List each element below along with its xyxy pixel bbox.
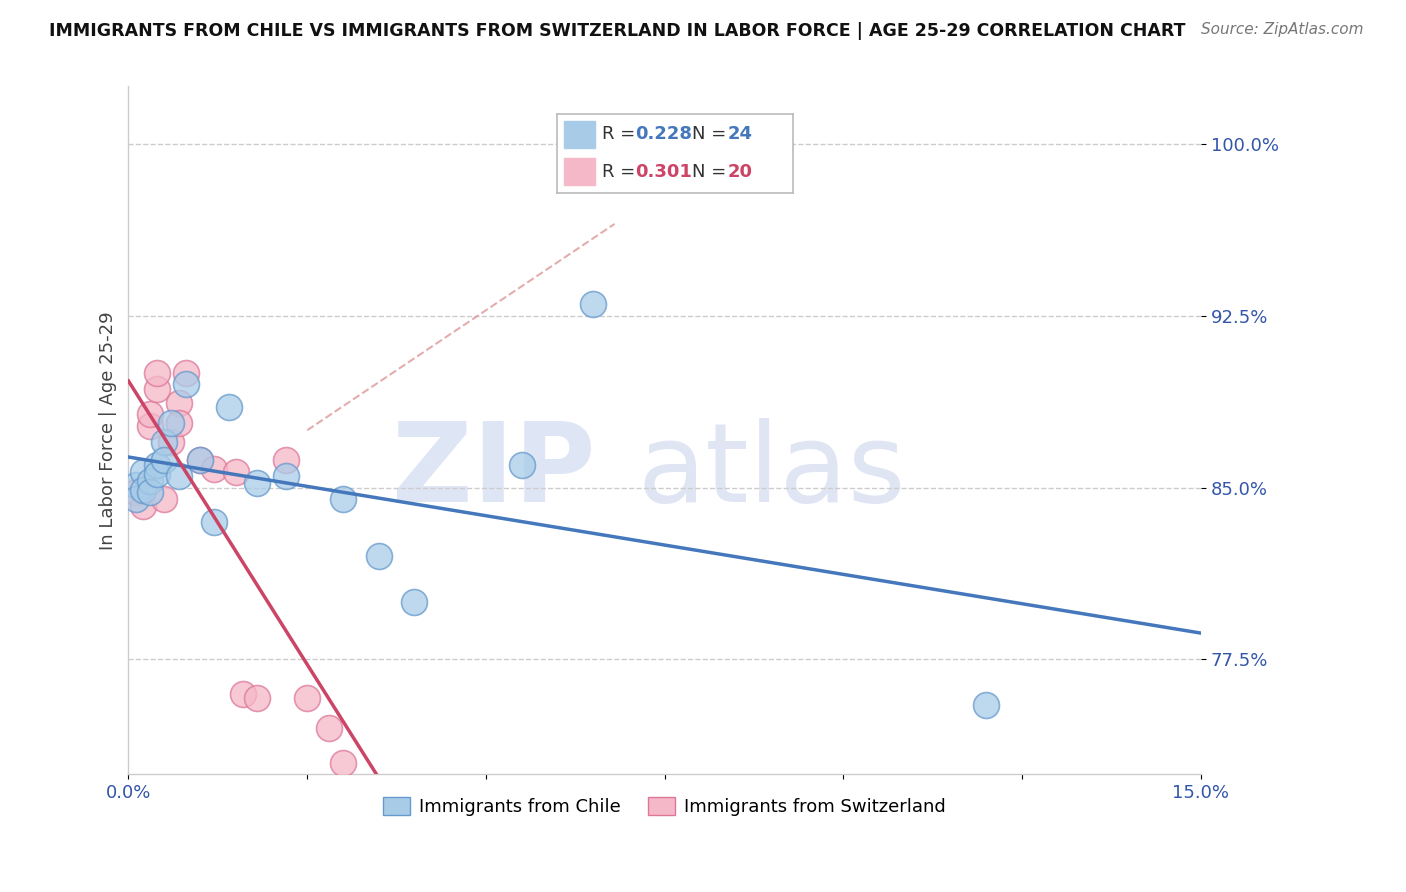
Point	[510, 458, 533, 472]
Point	[174, 366, 197, 380]
Point	[295, 691, 318, 706]
Point	[582, 297, 605, 311]
Text: ZIP: ZIP	[391, 418, 595, 525]
Point	[153, 453, 176, 467]
Point	[124, 485, 146, 500]
Point	[153, 434, 176, 449]
Point	[202, 515, 225, 529]
Point	[246, 475, 269, 490]
Point	[188, 453, 211, 467]
Point	[139, 418, 162, 433]
Point	[188, 453, 211, 467]
Point	[139, 407, 162, 421]
Point	[318, 721, 340, 735]
Point	[202, 462, 225, 476]
Point	[225, 465, 247, 479]
Y-axis label: In Labor Force | Age 25-29: In Labor Force | Age 25-29	[100, 311, 117, 549]
Point	[132, 465, 155, 479]
Point	[332, 756, 354, 770]
Point	[146, 366, 169, 380]
Point	[976, 698, 998, 713]
Point	[139, 474, 162, 488]
Text: IMMIGRANTS FROM CHILE VS IMMIGRANTS FROM SWITZERLAND IN LABOR FORCE | AGE 25-29 : IMMIGRANTS FROM CHILE VS IMMIGRANTS FROM…	[49, 22, 1185, 40]
Point	[132, 499, 155, 513]
Point	[146, 458, 169, 472]
Point	[404, 595, 426, 609]
Point	[274, 453, 297, 467]
Point	[167, 469, 190, 483]
Text: atlas: atlas	[637, 418, 905, 525]
Point	[274, 469, 297, 483]
Point	[146, 382, 169, 396]
Point	[124, 491, 146, 506]
Point	[367, 549, 389, 564]
Point	[332, 491, 354, 506]
Point	[160, 417, 183, 431]
Point	[146, 467, 169, 481]
Text: Source: ZipAtlas.com: Source: ZipAtlas.com	[1201, 22, 1364, 37]
Legend: Immigrants from Chile, Immigrants from Switzerland: Immigrants from Chile, Immigrants from S…	[375, 789, 953, 823]
Point	[132, 483, 155, 497]
Point	[232, 687, 254, 701]
Point	[139, 485, 162, 500]
Point	[124, 478, 146, 492]
Point	[167, 395, 190, 409]
Point	[167, 417, 190, 431]
Point	[160, 434, 183, 449]
Point	[246, 691, 269, 706]
Point	[174, 377, 197, 392]
Point	[153, 491, 176, 506]
Point	[218, 401, 240, 415]
